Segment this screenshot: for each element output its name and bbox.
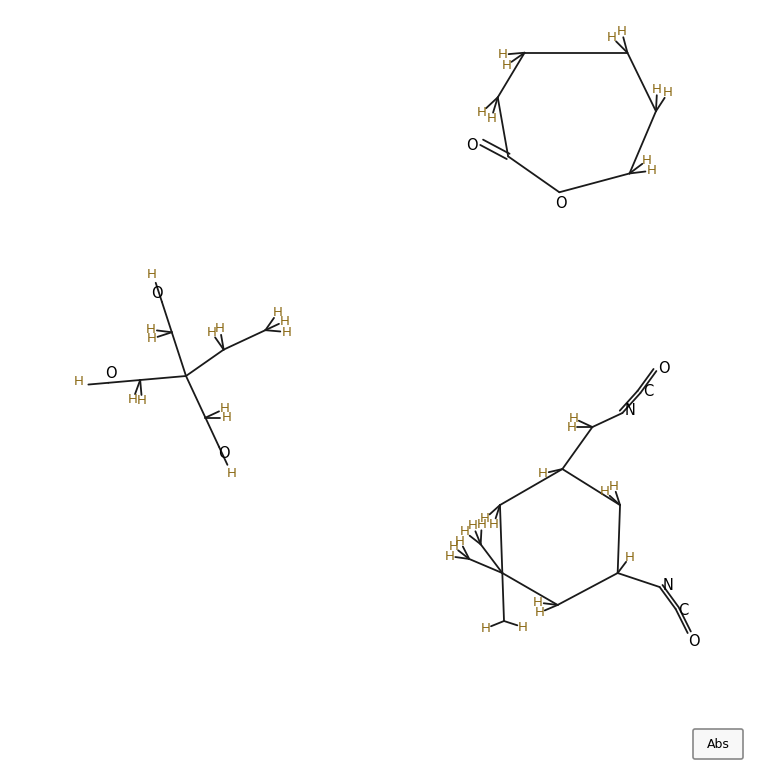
Text: H: H [477, 106, 487, 119]
Text: N: N [625, 402, 636, 418]
Text: H: H [642, 154, 652, 167]
Text: H: H [477, 518, 487, 531]
Text: H: H [215, 322, 225, 335]
Text: H: H [568, 411, 578, 424]
Text: H: H [137, 395, 147, 408]
Text: C: C [678, 603, 689, 617]
Text: H: H [147, 332, 157, 345]
Text: H: H [647, 165, 656, 178]
Text: H: H [609, 479, 619, 492]
Text: O: O [659, 360, 670, 376]
Text: H: H [449, 540, 459, 553]
Text: H: H [487, 112, 496, 125]
Text: H: H [625, 551, 634, 564]
Text: H: H [480, 512, 490, 525]
Text: H: H [481, 622, 490, 635]
Text: H: H [534, 607, 544, 620]
Text: H: H [533, 596, 543, 609]
Text: H: H [221, 411, 231, 424]
Text: H: H [607, 30, 617, 43]
Text: H: H [652, 83, 662, 96]
Text: O: O [105, 367, 117, 381]
FancyBboxPatch shape [693, 729, 743, 759]
Text: H: H [272, 306, 282, 319]
Text: O: O [556, 196, 567, 211]
Text: H: H [502, 59, 512, 72]
Text: H: H [518, 621, 528, 634]
Text: H: H [444, 549, 454, 562]
Text: H: H [455, 535, 465, 548]
Text: H: H [74, 375, 83, 388]
Text: N: N [662, 578, 673, 593]
Text: H: H [280, 315, 290, 328]
Text: H: H [663, 86, 673, 99]
Text: H: H [460, 526, 470, 539]
Text: O: O [151, 287, 163, 301]
Text: H: H [281, 325, 291, 338]
Text: H: H [617, 25, 627, 38]
Text: H: H [498, 48, 508, 61]
Text: H: H [600, 485, 610, 498]
Text: O: O [688, 633, 700, 648]
Text: O: O [466, 138, 478, 153]
Text: C: C [644, 383, 653, 399]
Text: Abs: Abs [706, 738, 729, 751]
Text: H: H [220, 402, 230, 415]
Text: H: H [128, 393, 138, 406]
Text: H: H [146, 323, 156, 336]
Text: H: H [538, 467, 548, 480]
Text: H: H [489, 517, 499, 530]
Text: H: H [227, 467, 236, 480]
Text: H: H [468, 519, 478, 532]
Text: H: H [147, 268, 157, 281]
Text: H: H [566, 421, 576, 434]
Text: O: O [218, 447, 230, 461]
Text: H: H [207, 326, 217, 339]
